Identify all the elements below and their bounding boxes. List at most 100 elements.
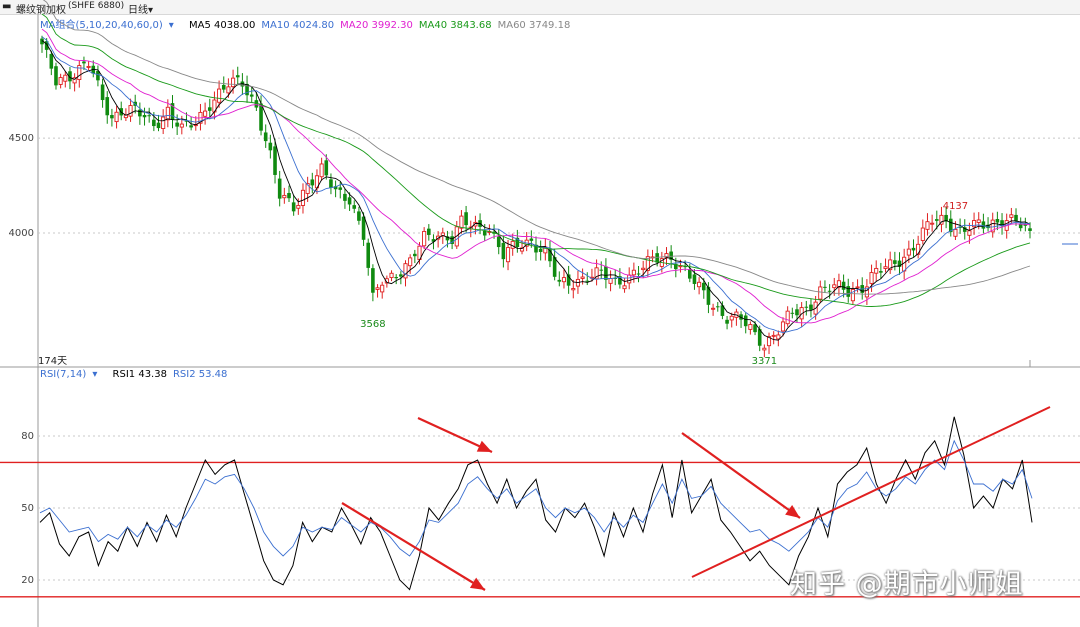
- candle-body: [165, 106, 170, 121]
- candle-body: [352, 205, 357, 209]
- candle-body: [879, 271, 883, 273]
- candle-body: [631, 269, 636, 276]
- candle-body: [333, 186, 338, 190]
- menu-icon[interactable]: ▬: [2, 1, 12, 12]
- candle-body: [939, 214, 944, 225]
- candle-body: [850, 289, 855, 302]
- candle-body: [981, 221, 986, 229]
- candle-body: [357, 211, 361, 221]
- candle-body: [958, 226, 962, 228]
- ma-legend-item: MA40 3843.68: [418, 20, 492, 31]
- candle-body: [399, 274, 403, 277]
- candle-body: [771, 334, 776, 337]
- rsi-line: [39, 416, 1033, 591]
- candle-body: [967, 230, 972, 236]
- candle-body: [538, 248, 543, 252]
- candle-body: [846, 286, 851, 297]
- trend-arrow: [681, 432, 801, 519]
- candle-body: [72, 77, 77, 84]
- candle-body: [720, 305, 725, 316]
- candle-body: [63, 74, 68, 82]
- candle-body: [869, 272, 874, 284]
- candle-body: [916, 243, 921, 255]
- candle-body: [608, 278, 613, 284]
- rsi-group-selector[interactable]: RSI(7,14) ▾: [40, 369, 98, 380]
- candle-body: [743, 315, 748, 327]
- rsi-legend-items: RSI1 43.38 RSI2 53.48: [113, 369, 234, 380]
- rsi-legend-item: RSI2 53.48: [172, 369, 228, 380]
- ma-legend-item: MA20 3992.30: [340, 20, 413, 31]
- candle-body: [552, 257, 557, 277]
- candle-body: [561, 277, 567, 283]
- candle-body: [431, 239, 436, 242]
- candle-body: [147, 115, 151, 117]
- candle-body: [161, 116, 166, 129]
- rsi-legend-item: RSI1 43.38: [112, 369, 167, 380]
- candle-body: [1014, 214, 1018, 221]
- candle-body: [1018, 223, 1023, 229]
- candle-body: [1023, 223, 1028, 226]
- candle-body: [249, 94, 254, 97]
- candle-body: [221, 84, 226, 90]
- candle-body: [795, 309, 799, 316]
- ma-legend-item: MA10 4024.80: [261, 20, 335, 31]
- candle-body: [748, 324, 753, 330]
- candle-body: [179, 123, 184, 128]
- candle-body: [459, 215, 464, 229]
- candle-body: [534, 244, 538, 253]
- candle-body: [934, 219, 939, 221]
- candle-body: [1000, 220, 1004, 227]
- candle-body: [450, 236, 454, 244]
- candle-body: [976, 219, 981, 223]
- candle-body: [897, 260, 902, 267]
- main-y-tick-label: 4000: [9, 228, 34, 239]
- candle-body: [674, 263, 678, 270]
- candle-body: [464, 212, 468, 226]
- candle-body: [920, 227, 925, 241]
- rsi-line: [39, 439, 1033, 557]
- candle-body: [445, 236, 450, 241]
- candle-body: [557, 279, 562, 282]
- candle-body: [776, 334, 781, 340]
- candle-body: [809, 304, 813, 310]
- candle-body: [361, 216, 366, 240]
- instrument-code: (SHFE 6880): [68, 1, 125, 11]
- candle-body: [287, 192, 291, 199]
- candle-body: [701, 282, 706, 291]
- candle-body: [142, 115, 147, 118]
- candle-body: [296, 205, 301, 209]
- candle-body: [762, 347, 767, 351]
- candle-body: [655, 253, 659, 263]
- candle-body: [725, 319, 729, 324]
- price-annotation: 3568: [360, 319, 385, 330]
- trend-arrow: [341, 502, 486, 591]
- arrow-head: [476, 440, 492, 452]
- candle-body: [366, 242, 371, 268]
- candle-body: [343, 193, 347, 201]
- candle-body: [268, 142, 273, 151]
- candle-body: [906, 248, 911, 256]
- ma-group-selector[interactable]: MA组合(5,10,20,40,60,0) ▾: [40, 20, 174, 31]
- candle-body: [580, 276, 585, 279]
- candle-body: [68, 71, 72, 82]
- candle-body: [669, 251, 673, 260]
- ma-line: [41, 40, 1031, 341]
- candle-body: [618, 276, 622, 285]
- candle-body: [156, 122, 161, 129]
- candle-body: [1009, 214, 1014, 218]
- candle-body: [235, 75, 240, 78]
- candle-body: [962, 227, 967, 232]
- candle-body: [291, 202, 296, 212]
- instrument-title[interactable]: 螺纹钢加权: [16, 5, 66, 16]
- candle-body: [58, 77, 63, 85]
- candle-body: [836, 280, 841, 288]
- candle-body: [152, 119, 156, 127]
- title-bar: ▬ 螺纹钢加权 (SHFE 6880) 日线▾: [0, 0, 1080, 16]
- candle-body: [203, 110, 208, 117]
- candle-body: [622, 285, 627, 290]
- period-selector[interactable]: 日线▾: [128, 5, 154, 16]
- candle-body: [226, 86, 231, 94]
- candle-body: [519, 247, 525, 252]
- candle-body: [841, 281, 846, 290]
